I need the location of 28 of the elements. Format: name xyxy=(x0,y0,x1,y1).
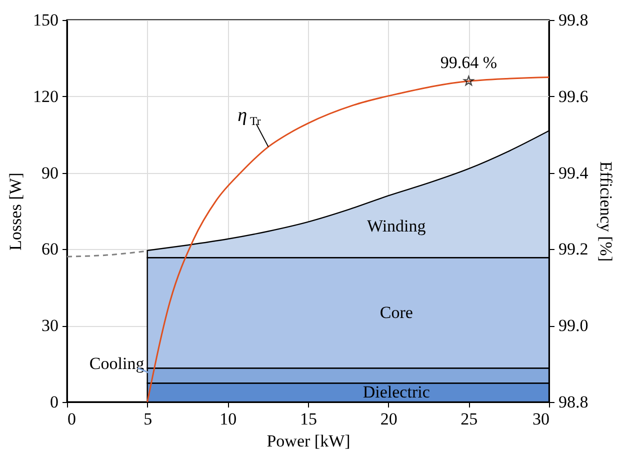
y-tick-label: 60 xyxy=(42,240,58,259)
x-tick-label: 25 xyxy=(460,410,478,428)
y2-tick-label: 98.8 xyxy=(558,392,588,412)
series-label: Core xyxy=(380,302,413,322)
y2-axis-title: Efficiency [%] xyxy=(596,161,616,262)
annotation: 99.64 % xyxy=(440,53,498,72)
y-tick-label: 90 xyxy=(42,163,58,182)
y2-tick-label: 99.6 xyxy=(558,86,588,106)
y-tick-label: 120 xyxy=(33,86,58,106)
y2-tick-label: 99.2 xyxy=(558,240,588,259)
x-tick-label: 30 xyxy=(532,410,550,428)
y2-tick-label: 99.0 xyxy=(558,316,588,336)
y-axis-title: Losses [W] xyxy=(6,172,25,250)
legend-label: Cooling xyxy=(89,354,145,374)
line-series xyxy=(146,76,550,403)
x-tick-label: 5 xyxy=(144,410,152,428)
x-tick-label: 10 xyxy=(220,410,237,428)
y-tick-label: 30 xyxy=(42,316,58,336)
x-tick-label: 20 xyxy=(380,410,398,428)
y2-tick-label: 99.4 xyxy=(558,163,589,182)
y2-tick-label: 99.8 xyxy=(558,10,588,30)
y-tick-label: 150 xyxy=(33,10,58,30)
x-tick-label: 0 xyxy=(68,410,76,428)
series-label: Dielectric xyxy=(362,382,430,402)
y-tick-label: 0 xyxy=(50,392,58,412)
series-label: Winding xyxy=(366,216,426,236)
x-tick-label: 15 xyxy=(300,410,317,428)
x-axis-title: Power [kW] xyxy=(266,432,350,450)
